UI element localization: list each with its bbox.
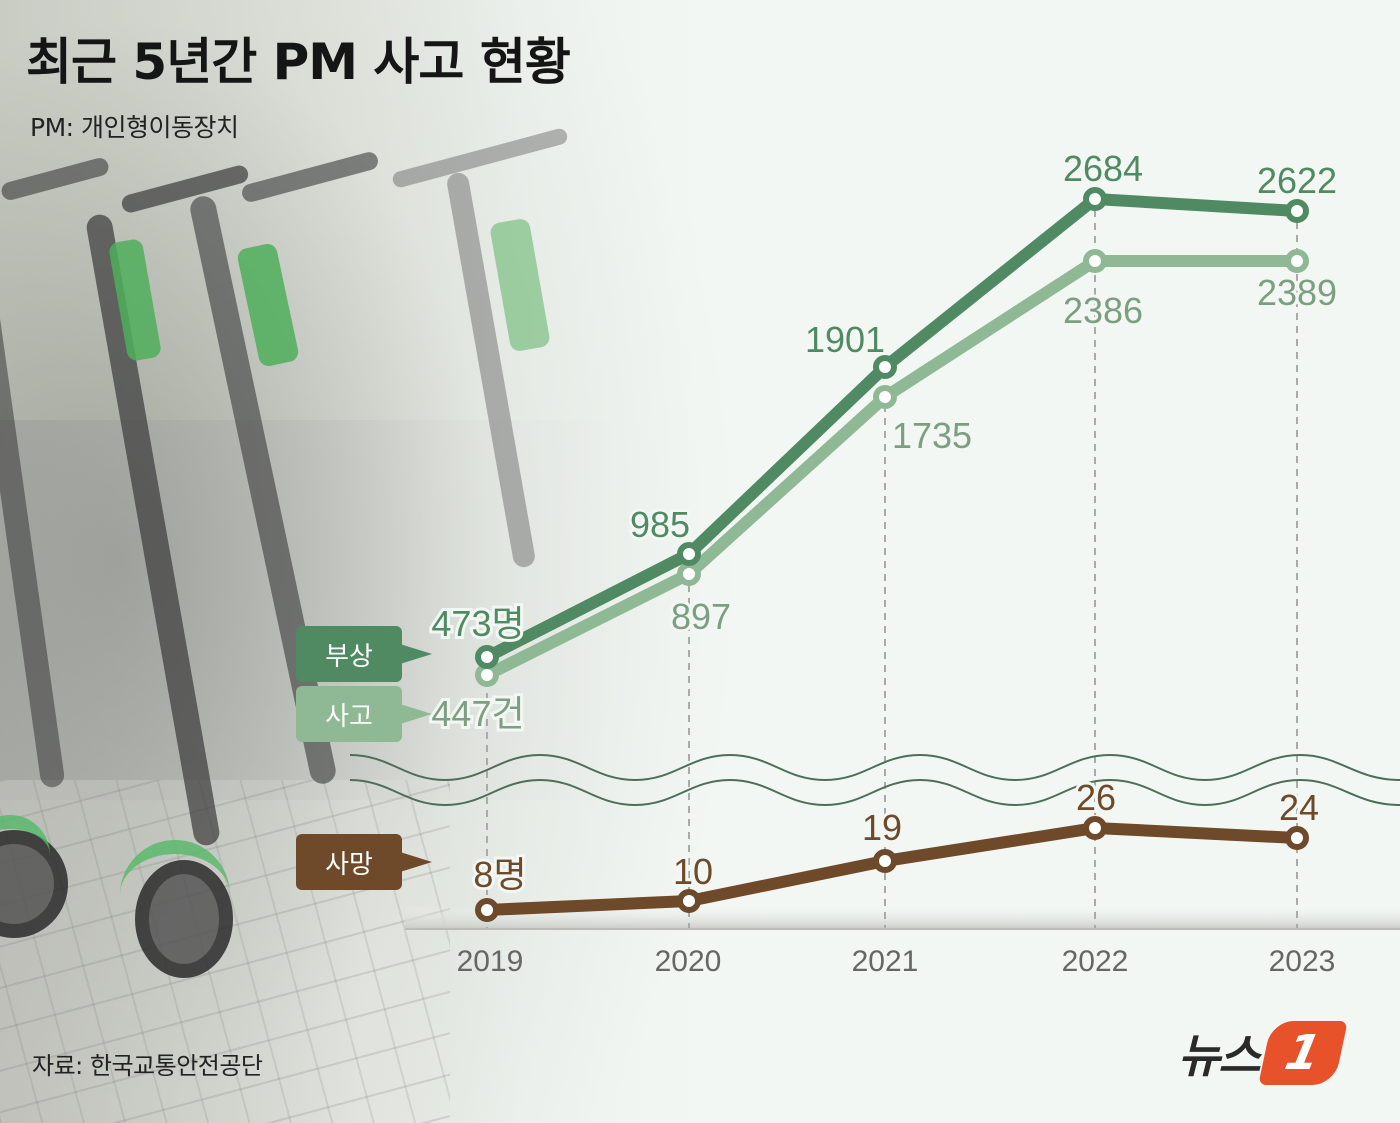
svg-text:19: 19 — [862, 807, 902, 848]
svg-text:2389: 2389 — [1257, 272, 1337, 313]
svg-text:2386: 2386 — [1063, 290, 1143, 331]
legend-death: 사망 — [296, 834, 432, 890]
accident-labels: 447건 897 1735 2386 2389 — [428, 269, 1340, 737]
axis-break-icon — [349, 753, 1400, 807]
svg-text:2684: 2684 — [1063, 148, 1143, 189]
logo-badge-icon: 1 — [1257, 1021, 1348, 1085]
death-markers — [475, 816, 1309, 922]
svg-text:24: 24 — [1279, 787, 1319, 828]
source-note: 자료: 한국교통안전공단 — [32, 1052, 263, 1080]
death-labels: 8명 10 19 26 24 — [470, 774, 1322, 898]
series-accident-line — [484, 255, 1297, 681]
svg-text:2021: 2021 — [852, 945, 919, 978]
svg-text:2020: 2020 — [655, 945, 722, 978]
chart-title: 최근 5년간 PM 사고 현황 — [26, 33, 571, 91]
svg-text:1735: 1735 — [892, 415, 972, 456]
legend-death-label: 사망 — [325, 849, 373, 880]
legend-accident: 사고 — [296, 686, 432, 742]
legend-accident-label: 사고 — [325, 701, 373, 732]
svg-text:2019: 2019 — [457, 945, 524, 978]
svg-text:985: 985 — [630, 504, 690, 545]
svg-text:8명: 8명 — [473, 854, 526, 895]
injury-labels: 473명 985 1901 2684 2622 — [428, 145, 1340, 647]
legend-injury: 부상 — [296, 626, 432, 682]
legend-injury-label: 부상 — [325, 641, 373, 672]
svg-text:1901: 1901 — [805, 319, 885, 360]
svg-text:2022: 2022 — [1062, 945, 1129, 978]
news1-logo: 뉴스 1 — [1178, 1020, 1348, 1086]
x-axis-labels: 2019 2020 2021 2022 2023 — [457, 945, 1336, 978]
svg-text:897: 897 — [671, 596, 731, 637]
gridlines — [486, 210, 1298, 928]
svg-text:2622: 2622 — [1257, 160, 1337, 201]
svg-text:473명: 473명 — [431, 603, 524, 644]
chart-subtitle: PM: 개인형이동장치 — [30, 113, 239, 142]
svg-text:2023: 2023 — [1269, 945, 1336, 978]
accident-markers — [475, 249, 1309, 687]
svg-text:447건: 447건 — [431, 693, 524, 734]
logo-text: 뉴스 — [1178, 1029, 1261, 1083]
svg-text:26: 26 — [1076, 777, 1116, 818]
svg-text:10: 10 — [673, 851, 713, 892]
injury-markers — [475, 187, 1309, 669]
